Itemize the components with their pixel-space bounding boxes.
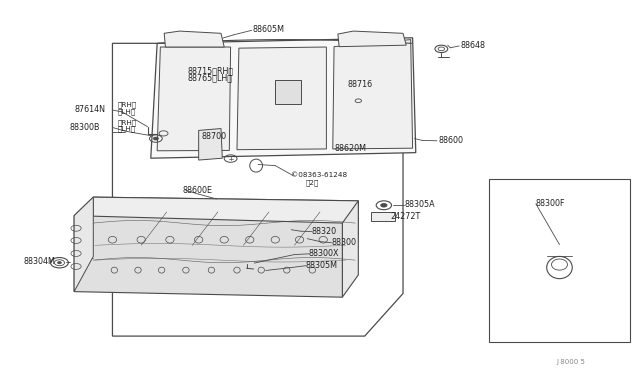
Polygon shape <box>198 129 222 160</box>
Text: J 8000 5: J 8000 5 <box>556 359 585 365</box>
Text: 88300: 88300 <box>332 238 356 247</box>
Text: 88304M: 88304M <box>24 257 56 266</box>
Polygon shape <box>157 47 230 151</box>
Text: 〈LH〉: 〈LH〉 <box>118 108 136 115</box>
Polygon shape <box>237 47 326 150</box>
Text: 〈LH〉: 〈LH〉 <box>118 126 136 132</box>
Text: 87614N: 87614N <box>74 105 105 114</box>
Text: 88700: 88700 <box>202 132 227 141</box>
Text: 88300F: 88300F <box>536 199 565 208</box>
Circle shape <box>154 137 159 140</box>
Text: 88300X: 88300X <box>308 249 339 258</box>
Bar <box>489 179 630 341</box>
Text: 88716: 88716 <box>348 80 372 89</box>
Text: 〈RH〉: 〈RH〉 <box>118 119 137 126</box>
Text: 88648: 88648 <box>461 41 486 51</box>
Text: 88605M: 88605M <box>253 25 285 35</box>
Text: 88305A: 88305A <box>405 200 436 209</box>
Polygon shape <box>93 197 358 275</box>
Polygon shape <box>164 31 224 47</box>
Text: 88305M: 88305M <box>305 261 337 270</box>
Text: 〈2〉: 〈2〉 <box>306 179 319 186</box>
Polygon shape <box>74 216 342 297</box>
Text: 88620M: 88620M <box>335 144 367 153</box>
Polygon shape <box>74 197 93 292</box>
Text: 〈RH〉: 〈RH〉 <box>118 101 137 108</box>
Polygon shape <box>333 39 413 149</box>
Text: 88600: 88600 <box>438 136 463 145</box>
Polygon shape <box>338 31 406 46</box>
Text: 88320: 88320 <box>312 227 337 236</box>
Polygon shape <box>74 197 358 223</box>
Text: 88765〈LH〉: 88765〈LH〉 <box>188 73 233 82</box>
Polygon shape <box>342 201 358 297</box>
Text: 88300B: 88300B <box>70 123 100 132</box>
Text: 88600E: 88600E <box>182 186 212 195</box>
Text: 88715〈RH〉: 88715〈RH〉 <box>188 66 234 75</box>
Polygon shape <box>151 38 416 158</box>
Circle shape <box>58 262 61 264</box>
Text: 24272T: 24272T <box>390 212 420 221</box>
Bar <box>275 80 301 105</box>
Bar <box>371 212 396 221</box>
Circle shape <box>381 203 387 207</box>
Text: ©08363-61248: ©08363-61248 <box>291 172 348 178</box>
